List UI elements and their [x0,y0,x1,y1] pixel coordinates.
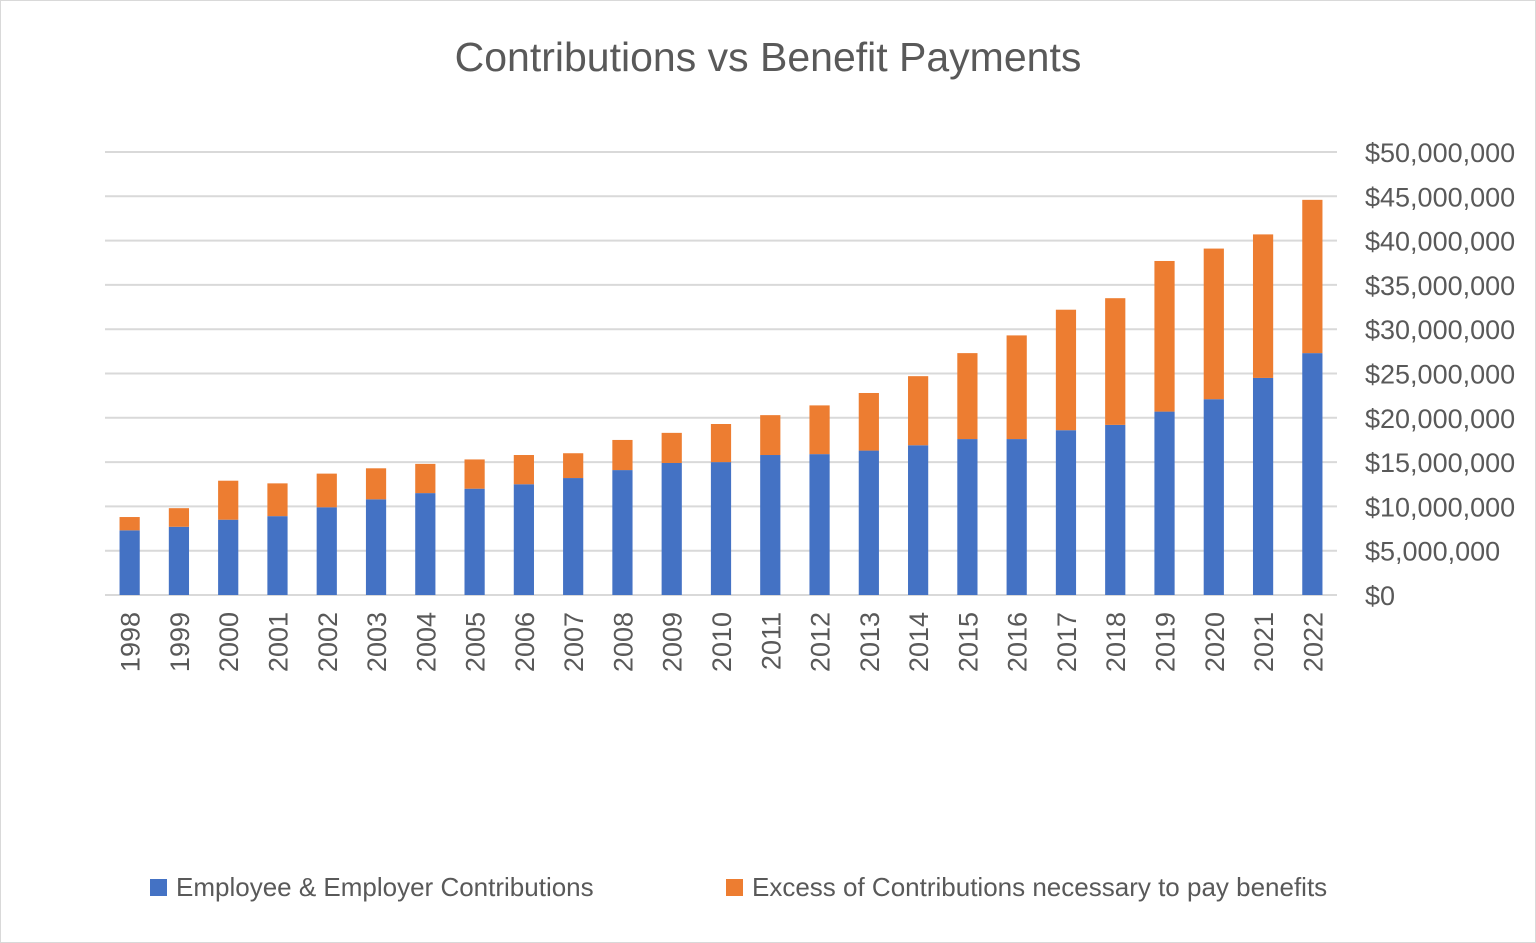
y-tick-label: $15,000,000 [1365,448,1515,478]
bar-contributions [1302,353,1323,595]
y-tick-label: $5,000,000 [1365,537,1500,567]
bar-excess [119,517,140,531]
bar-contributions [1055,430,1077,595]
bar-excess [908,376,929,446]
x-tick-label: 2019 [1151,612,1181,672]
bar-contributions [267,516,288,595]
bar-excess [1154,260,1175,412]
bar-excess [1105,298,1126,425]
y-tick-label: $40,000,000 [1365,227,1515,257]
x-tick-label: 2006 [510,612,540,672]
bar-contributions [1203,399,1224,595]
x-tick-label: 2013 [855,612,885,672]
bar-contributions [316,507,337,595]
bar-contributions [809,454,830,595]
x-tick-label: 2021 [1249,612,1279,672]
bar-contributions [908,445,929,595]
y-tick-label: $45,000,000 [1365,182,1515,212]
bar-contributions [119,530,140,595]
legend-label: Excess of Contributions necessary to pay… [752,872,1328,902]
x-tick-label: 1999 [165,612,195,672]
bar-contributions [563,478,584,595]
x-tick-label: 2005 [461,612,491,672]
y-tick-label: $30,000,000 [1365,315,1515,345]
bar-excess [1006,335,1027,440]
bar-excess [218,480,239,520]
bar-contributions [415,493,436,595]
x-tick-label: 2012 [806,612,836,672]
bar-contributions [168,526,190,595]
x-tick-label: 2014 [904,612,934,672]
x-tick-label: 2015 [953,612,983,672]
y-tick-label: $50,000,000 [1365,138,1515,168]
bar-contributions [365,499,387,595]
bar-contributions [1006,439,1027,595]
bar-excess [1055,309,1077,431]
x-tick-label: 2001 [263,612,293,672]
bar-excess [612,439,633,471]
y-tick-label: $10,000,000 [1365,492,1515,522]
bar-contributions [760,455,781,595]
x-tick-label: 2002 [313,612,343,672]
y-tick-label: $35,000,000 [1365,271,1515,301]
bar-excess [415,463,436,494]
x-tick-label: 2020 [1200,612,1230,672]
bar-excess [710,424,732,463]
x-tick-label: 2022 [1298,612,1328,672]
bar-excess [957,353,978,440]
x-tick-label: 2016 [1003,612,1033,672]
legend-item-excess: Excess of Contributions necessary to pay… [726,872,1327,903]
bar-contributions [710,462,732,595]
bar-contributions [1252,377,1274,595]
bar-contributions [513,484,534,595]
bar-excess [1252,234,1274,378]
legend-item-contributions: Employee & Employer Contributions [150,872,594,903]
x-tick-label: 2000 [214,612,244,672]
x-tick-label: 2003 [362,612,392,672]
bar-contributions [957,439,978,595]
bar-excess [760,415,781,456]
bar-excess [513,455,534,485]
x-tick-label: 2017 [1052,612,1082,672]
bar-excess [168,508,190,527]
bar-excess [661,432,682,463]
bar-excess [267,483,288,517]
x-tick-label: 2018 [1101,612,1131,672]
x-tick-label: 2007 [559,612,589,672]
chart-title: Contributions vs Benefit Payments [454,34,1082,80]
bar-excess [464,459,485,489]
y-tick-label: $0 [1365,581,1395,611]
x-tick-label: 2010 [707,612,737,672]
legend-label: Employee & Employer Contributions [176,872,594,902]
legend-swatch-orange [726,879,743,896]
bar-contributions [612,470,633,595]
bar-excess [1302,199,1323,354]
x-tick-label: 2011 [756,612,786,670]
bar-excess [1203,248,1224,400]
y-tick-label: $20,000,000 [1365,404,1515,434]
bar-excess [809,405,830,455]
bar-contributions [1154,411,1175,595]
bar-contributions [464,488,485,595]
legend-swatch-blue [150,879,167,896]
bar-contributions [858,450,879,595]
bar-excess [858,392,879,451]
x-tick-label: 2008 [608,612,638,672]
bar-contributions [661,462,682,595]
bar-contributions [1105,424,1126,595]
x-tick-label: 2009 [658,612,688,672]
y-tick-label: $25,000,000 [1365,360,1515,390]
bar-contributions [218,519,239,595]
x-tick-label: 1998 [116,612,146,672]
x-tick-label: 2004 [411,612,441,672]
bar-excess [365,468,387,500]
bar-excess [316,473,337,508]
bar-excess [563,453,584,479]
